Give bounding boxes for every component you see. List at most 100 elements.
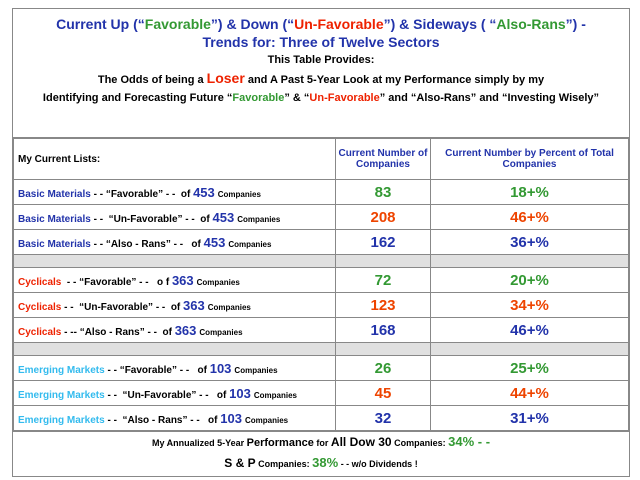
cell: Basic Materials - - “Also - Rans” - - of… xyxy=(13,229,336,255)
cell: Basic Materials - - “Favorable” - - of 4… xyxy=(13,179,336,205)
data-row: Cyclicals - - “Favorable” - - o f 363 Com… xyxy=(13,267,629,293)
separator-row xyxy=(13,254,629,268)
cell: 83 xyxy=(335,179,431,205)
sector-name: Basic Materials xyxy=(18,213,91,225)
percent: 46+% xyxy=(510,208,549,226)
sector-total: 103 xyxy=(229,385,251,401)
cell: Basic Materials - - “Un-Favorable” - - o… xyxy=(13,204,336,230)
text: ”) & Down (“ xyxy=(210,16,295,32)
count: 26 xyxy=(374,359,392,377)
sector-name: Cyclicals xyxy=(18,301,62,313)
sector-total: 103 xyxy=(209,360,232,376)
text: Companies: xyxy=(391,438,449,448)
cell: 46+% xyxy=(430,204,629,230)
column-header: My Current Lists: xyxy=(13,138,336,180)
list-label: - - “Un-Favorable” - - of xyxy=(61,301,184,313)
count: 83 xyxy=(374,183,392,201)
footer-line: My Annualized 5-Year Performance for All… xyxy=(13,432,629,453)
column-header: Current Number of Companies xyxy=(335,138,431,180)
text: - - w/o Dividends ! xyxy=(338,459,418,469)
data-row: Emerging Markets - - “Un-Favorable” - - … xyxy=(13,380,629,406)
percent: 44+% xyxy=(510,384,549,402)
list-label: - - “Favorable” - - o f xyxy=(61,276,172,288)
percent: 34+% xyxy=(510,296,549,314)
sector-name: Basic Materials xyxy=(18,238,91,250)
separator-row xyxy=(13,342,629,356)
text: ”) & Sideways ( “ xyxy=(383,16,497,32)
list-label: - -- “Also - Rans” - - of xyxy=(61,326,175,338)
cell xyxy=(13,342,336,356)
data-row: Basic Materials - - “Also - Rans” - - of… xyxy=(13,229,629,255)
cell xyxy=(335,342,431,356)
unit: Companies xyxy=(237,214,281,224)
unit: Companies xyxy=(207,302,251,312)
cell: Emerging Markets - - “Un-Favorable” - - … xyxy=(13,380,336,406)
sector-name: Cyclicals xyxy=(18,326,62,338)
cell: 20+% xyxy=(430,267,629,293)
text: ”) - xyxy=(565,16,586,32)
text: ” & “ xyxy=(284,92,310,104)
footer: My Annualized 5-Year Performance for All… xyxy=(13,431,629,476)
count: 45 xyxy=(374,384,392,402)
header: Current Up (“Favorable”) & Down (“Un-Fav… xyxy=(13,15,629,138)
text: Un-Favorable xyxy=(309,92,380,104)
data-row: Emerging Markets - - “Favorable” - - of … xyxy=(13,355,629,381)
footer-line: S & P Companies: 38% - - w/o Dividends ! xyxy=(13,453,629,474)
unit: Companies xyxy=(244,415,289,425)
text: Also-Rans xyxy=(496,16,566,32)
cell: Cyclicals - -- “Also - Rans” - - of 363 C… xyxy=(13,317,336,343)
cell: 168 xyxy=(335,317,431,343)
sector-total: 363 xyxy=(183,297,205,313)
unit: Companies xyxy=(228,239,272,249)
sector-total: 363 xyxy=(171,272,194,288)
sector-name: Emerging Markets xyxy=(18,364,105,376)
count: 208 xyxy=(370,208,396,226)
text: The Odds of being a xyxy=(97,74,207,86)
unit: Companies xyxy=(217,189,261,199)
table-panel: Current Up (“Favorable”) & Down (“Un-Fav… xyxy=(12,8,630,477)
list-label: - - “Also - Rans” - - of xyxy=(90,238,204,250)
cell xyxy=(335,254,431,268)
sector-name: Basic Materials xyxy=(18,188,91,200)
text: Favorable xyxy=(232,92,285,104)
text: 38% xyxy=(312,455,339,470)
text: Current Up (“ xyxy=(56,16,145,32)
header-line: This Table Provides: xyxy=(267,54,375,66)
cell: 34+% xyxy=(430,292,629,318)
unit: Companies xyxy=(196,277,240,287)
data-row: Cyclicals - - “Un-Favorable” - - of 363 C… xyxy=(13,292,629,318)
sector-total: 453 xyxy=(203,234,226,250)
cell: 162 xyxy=(335,229,431,255)
text: Favorable xyxy=(144,16,211,32)
cell xyxy=(430,342,629,356)
cell: 208 xyxy=(335,204,431,230)
data-row: Emerging Markets - - “Also - Rans” - - o… xyxy=(13,405,629,431)
percent: 31+% xyxy=(510,409,549,427)
list-label: - - “Un-Favorable” - - of xyxy=(90,213,213,225)
column-header: Current Number by Percent of Total Compa… xyxy=(430,138,629,180)
sector-total: 363 xyxy=(174,322,197,338)
list-label: - - “Favorable” - - of xyxy=(90,188,194,200)
unit: Companies xyxy=(234,365,278,375)
list-label: - - “Also - Rans” - - of xyxy=(104,414,221,426)
data-row: Basic Materials - - “Un-Favorable” - - o… xyxy=(13,204,629,230)
count: 72 xyxy=(374,271,392,289)
text: and A Past 5-Year Look at my Performance… xyxy=(244,74,545,86)
text: 34% - - xyxy=(448,434,491,449)
percent: 46+% xyxy=(510,321,549,339)
percent: 36+% xyxy=(510,233,549,251)
count: 168 xyxy=(370,321,396,339)
sector-total: 453 xyxy=(193,184,215,200)
count: 32 xyxy=(374,409,392,427)
cell: Cyclicals - - “Un-Favorable” - - of 363 C… xyxy=(13,292,336,318)
list-label: - - “Un-Favorable” - - of xyxy=(104,389,230,401)
list-label: - - “Favorable” - - of xyxy=(104,364,210,376)
header-row: My Current Lists: Current Number of Compa… xyxy=(13,138,629,180)
cell: 26 xyxy=(335,355,431,381)
percent: 18+% xyxy=(510,183,549,201)
cell: 46+% xyxy=(430,317,629,343)
data-table: My Current Lists: Current Number of Compa… xyxy=(13,138,629,431)
data-row: Basic Materials - - “Favorable” - - of 4… xyxy=(13,179,629,205)
cell: 32 xyxy=(335,405,431,431)
